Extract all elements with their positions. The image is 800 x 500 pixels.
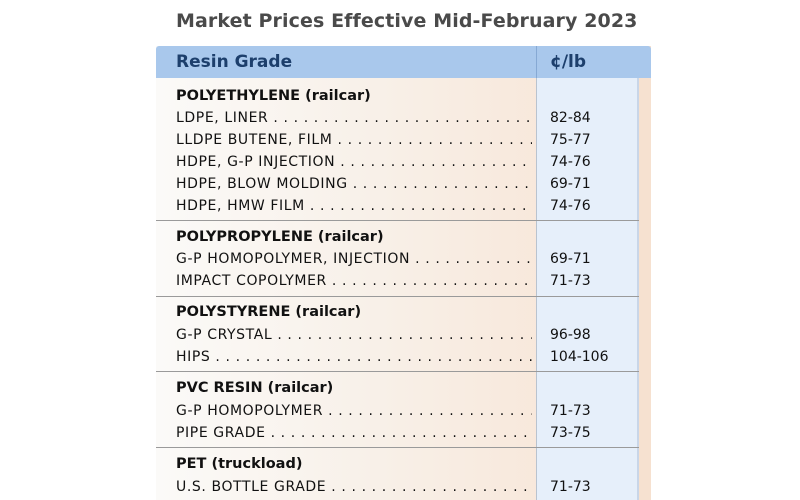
table-right-edge: [637, 46, 639, 500]
header-resin-grade: Resin Grade: [176, 52, 293, 72]
row-price: 74-76: [550, 154, 591, 170]
section-divider: [156, 371, 639, 372]
section-title-polystyrene: POLYSTYRENE (railcar): [176, 304, 362, 320]
table-row: HIPS . . . . . . . . . . . . . . . . . .…: [156, 349, 639, 371]
section-divider: [156, 220, 639, 221]
row-price: 74-76: [550, 198, 591, 214]
row-grade: HDPE, BLOW MOLDING . . . . . . . . . . .…: [176, 176, 532, 192]
table-row: G-P HOMOPOLYMER . . . . . . . . . . . . …: [156, 403, 639, 425]
table-header: Resin Grade ¢/lb: [156, 46, 639, 78]
table-row: HDPE, BLOW MOLDING . . . . . . . . . . .…: [156, 176, 639, 198]
section-title-pvc-resin: PVC RESIN (railcar): [176, 380, 334, 396]
table-row: HDPE, HMW FILM . . . . . . . . . . . . .…: [156, 198, 639, 220]
row-grade: HIPS . . . . . . . . . . . . . . . . . .…: [176, 349, 532, 365]
table-row: G-P CRYSTAL . . . . . . . . . . . . . . …: [156, 327, 639, 349]
row-price: 82-84: [550, 110, 591, 126]
row-grade: LLDPE BUTENE, FILM . . . . . . . . . . .…: [176, 132, 532, 148]
row-price: 75-77: [550, 132, 591, 148]
price-column-background: [537, 46, 637, 500]
row-grade: HDPE, HMW FILM . . . . . . . . . . . . .…: [176, 198, 532, 214]
row-grade: G-P HOMOPOLYMER . . . . . . . . . . . . …: [176, 403, 532, 419]
row-grade: G-P CRYSTAL . . . . . . . . . . . . . . …: [176, 327, 532, 343]
section-divider: [156, 447, 639, 448]
section-title-pet: PET (truckload): [176, 456, 303, 472]
row-price: 71-73: [550, 403, 591, 419]
row-grade: LDPE, LINER . . . . . . . . . . . . . . …: [176, 110, 532, 126]
table-row: LDPE, LINER . . . . . . . . . . . . . . …: [156, 110, 639, 132]
header-tail: [639, 46, 651, 78]
row-price: 73-75: [550, 425, 591, 441]
table-row: PIPE GRADE . . . . . . . . . . . . . . .…: [156, 425, 639, 447]
table-row: LLDPE BUTENE, FILM . . . . . . . . . . .…: [156, 132, 639, 154]
header-separator: [536, 46, 537, 78]
section-title-polypropylene: POLYPROPYLENE (railcar): [176, 229, 384, 245]
row-grade: U.S. BOTTLE GRADE . . . . . . . . . . . …: [176, 479, 532, 495]
table-tail: [639, 46, 651, 500]
table-row: IMPACT COPOLYMER . . . . . . . . . . . .…: [156, 273, 639, 295]
header-price-unit: ¢/lb: [550, 52, 587, 72]
column-separator: [536, 78, 537, 500]
row-grade: G-P HOMOPOLYMER, INJECTION . . . . . . .…: [176, 251, 532, 267]
section-title-polyethylene: POLYETHYLENE (railcar): [176, 88, 371, 104]
row-grade: IMPACT COPOLYMER . . . . . . . . . . . .…: [176, 273, 532, 289]
table-row: U.S. BOTTLE GRADE . . . . . . . . . . . …: [156, 479, 639, 500]
price-table: Resin Grade ¢/lb POLYETHYLENE (railcar) …: [156, 46, 651, 500]
row-price: 71-73: [550, 273, 591, 289]
row-price: 69-71: [550, 176, 591, 192]
table-row: HDPE, G-P INJECTION . . . . . . . . . . …: [156, 154, 639, 176]
row-price: 69-71: [550, 251, 591, 267]
section-divider: [156, 296, 639, 297]
row-grade: PIPE GRADE . . . . . . . . . . . . . . .…: [176, 425, 532, 441]
row-price: 96-98: [550, 327, 591, 343]
row-price: 71-73: [550, 479, 591, 495]
page-title: Market Prices Effective Mid-February 202…: [176, 10, 638, 32]
table-row: G-P HOMOPOLYMER, INJECTION . . . . . . .…: [156, 251, 639, 273]
row-grade: HDPE, G-P INJECTION . . . . . . . . . . …: [176, 154, 532, 170]
row-price: 104-106: [550, 349, 609, 365]
